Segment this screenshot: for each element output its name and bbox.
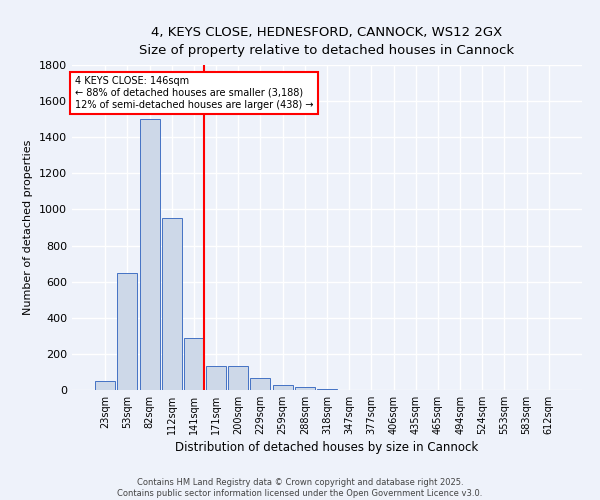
Bar — [250, 378, 271, 390]
Bar — [206, 366, 226, 390]
Title: 4, KEYS CLOSE, HEDNESFORD, CANNOCK, WS12 2GX
Size of property relative to detach: 4, KEYS CLOSE, HEDNESFORD, CANNOCK, WS12… — [139, 26, 515, 57]
Bar — [162, 218, 182, 390]
Bar — [140, 119, 160, 390]
Bar — [95, 381, 115, 390]
Bar — [228, 366, 248, 390]
Text: Contains HM Land Registry data © Crown copyright and database right 2025.
Contai: Contains HM Land Registry data © Crown c… — [118, 478, 482, 498]
X-axis label: Distribution of detached houses by size in Cannock: Distribution of detached houses by size … — [175, 441, 479, 454]
Bar — [295, 388, 315, 390]
Bar — [317, 389, 337, 390]
Bar — [184, 338, 204, 390]
Text: 4 KEYS CLOSE: 146sqm
← 88% of detached houses are smaller (3,188)
12% of semi-de: 4 KEYS CLOSE: 146sqm ← 88% of detached h… — [74, 76, 313, 110]
Bar — [118, 272, 137, 390]
Bar — [272, 386, 293, 390]
Y-axis label: Number of detached properties: Number of detached properties — [23, 140, 34, 315]
